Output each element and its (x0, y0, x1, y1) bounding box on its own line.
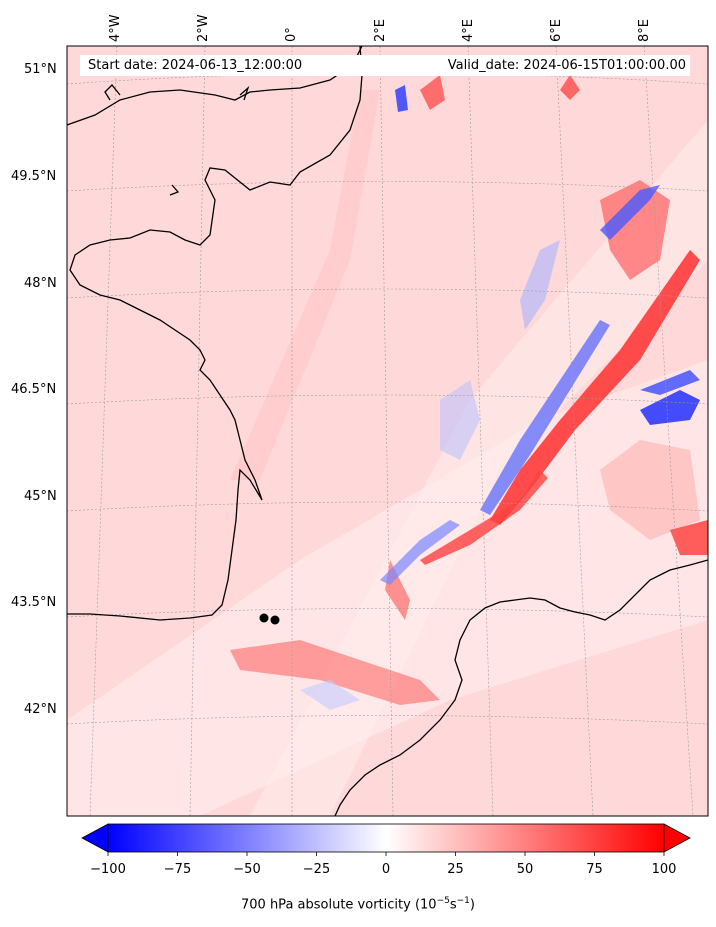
lat-label: 46.5°N (11, 382, 57, 397)
lon-label: 4°E (461, 19, 476, 42)
colorbar-tick-label: −75 (163, 862, 192, 877)
vorticity-field (67, 46, 708, 816)
colorbar-tick-label: −100 (90, 862, 126, 877)
marker-point-1 (259, 613, 269, 623)
map-frame (66, 45, 709, 817)
colorbar-tick-label: 0 (381, 862, 391, 877)
start-date-label: Start date: 2024-06-13_12:00:00 (88, 58, 303, 73)
colorbar-max-extend (663, 823, 691, 853)
lon-label: 6°E (549, 19, 564, 42)
lat-label: 49.5°N (11, 169, 57, 184)
lat-label: 42°N (24, 702, 57, 717)
colorbar-tick-label: −25 (302, 862, 331, 877)
lon-label: 2°E (373, 19, 388, 42)
colorbar-tick-label: 25 (447, 862, 464, 877)
colorbar-min-extend (81, 823, 109, 853)
valid-date-label: Valid_date: 2024-06-15T01:00:00.00 (447, 58, 686, 73)
graticule (67, 46, 708, 816)
colorbar-tick-label: 50 (516, 862, 534, 877)
lon-label: 4°W (108, 14, 123, 42)
colorbar (81, 823, 691, 856)
lon-label: 0° (284, 27, 299, 42)
colorbar-bar (107, 823, 665, 853)
lat-label: 51°N (24, 62, 57, 77)
header-box (80, 55, 690, 76)
colorbar-title: 700 hPa absolute vorticity (10−5s−1) (241, 896, 475, 913)
lon-label: 2°W (196, 14, 211, 42)
lon-label: 8°E (637, 19, 652, 42)
marker-point-2 (270, 615, 280, 625)
colorbar-tick-label: 100 (651, 862, 677, 877)
lat-label: 45°N (24, 489, 57, 504)
lat-label: 48°N (24, 276, 57, 291)
lat-label: 43.5°N (11, 595, 57, 610)
colorbar-tick-label: 75 (586, 862, 603, 877)
colorbar-tick-label: −50 (233, 862, 261, 877)
